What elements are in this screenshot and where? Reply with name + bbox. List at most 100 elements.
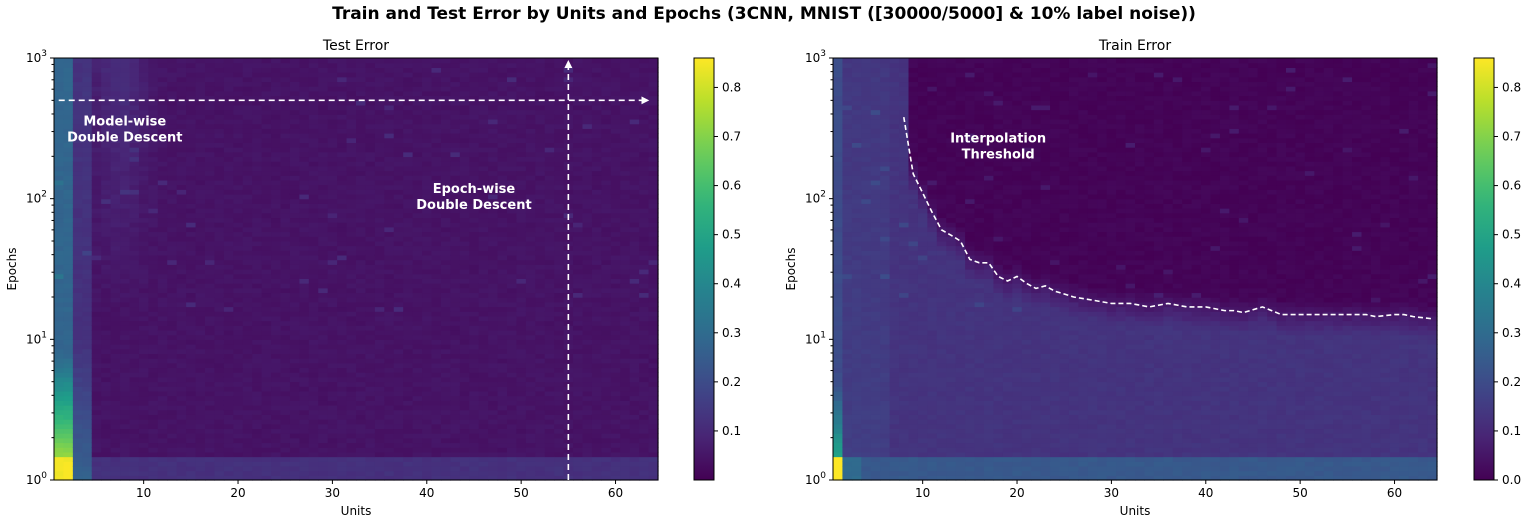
heatmap-cell — [205, 250, 216, 256]
heatmap-cell — [214, 90, 225, 97]
heatmap-cell — [82, 259, 93, 265]
heatmap-cell — [82, 419, 93, 425]
heatmap-cell — [440, 339, 451, 345]
heatmap-cell — [205, 376, 216, 383]
heatmap-cell — [346, 423, 357, 430]
heatmap-cell — [308, 142, 319, 148]
heatmap-cell — [167, 240, 178, 247]
heatmap-cell — [252, 278, 263, 284]
heatmap-cell — [356, 109, 367, 115]
heatmap-cell — [516, 203, 527, 209]
heatmap-cell — [242, 428, 253, 434]
heatmap-cell — [223, 301, 234, 308]
heatmap-cell — [138, 137, 149, 143]
heatmap-cell — [110, 165, 121, 172]
heatmap-cell — [478, 90, 489, 97]
heatmap-cell — [289, 179, 300, 186]
heatmap-cell — [516, 315, 527, 322]
heatmap-cell — [563, 100, 574, 106]
heatmap-cell — [488, 189, 499, 195]
heatmap-cell — [223, 156, 234, 162]
heatmap-cell — [186, 259, 197, 265]
heatmap-cell — [110, 62, 121, 68]
heatmap-cell — [525, 297, 536, 303]
heatmap-cell — [422, 358, 433, 364]
heatmap-cell — [554, 240, 565, 247]
heatmap-cell — [403, 259, 414, 265]
heatmap-cell — [261, 109, 272, 115]
heatmap-cell — [176, 254, 187, 261]
heatmap-cell — [148, 400, 159, 406]
heatmap-cell — [242, 147, 253, 153]
heatmap-cell — [346, 184, 357, 190]
heatmap-cell — [110, 329, 121, 336]
heatmap-cell — [393, 381, 404, 387]
heatmap-cell — [195, 193, 206, 200]
heatmap-cell — [554, 390, 565, 397]
heatmap-cell — [507, 409, 518, 415]
heatmap-cell — [233, 456, 244, 462]
heatmap-cell — [422, 339, 433, 345]
heatmap-cell — [205, 236, 216, 242]
heatmap-cell — [271, 315, 282, 322]
heatmap-cell — [299, 212, 310, 219]
heatmap-cell — [176, 461, 187, 467]
heatmap-cell — [299, 189, 310, 195]
heatmap-cell — [327, 381, 338, 387]
heatmap-cell — [289, 81, 300, 87]
heatmap-cell — [327, 348, 338, 354]
heatmap-cell — [101, 376, 112, 383]
heatmap-cell — [440, 381, 451, 387]
heatmap-cell — [384, 329, 395, 336]
heatmap-cell — [280, 334, 291, 340]
heatmap-cell — [488, 456, 499, 462]
heatmap-cell — [205, 358, 216, 364]
heatmap-cell — [176, 250, 187, 256]
heatmap-cell — [412, 156, 423, 162]
heatmap-cell — [63, 320, 74, 326]
heatmap-cell — [280, 58, 291, 64]
heatmap-cell — [205, 156, 216, 162]
heatmap-cell — [356, 90, 367, 97]
heatmap-cell — [525, 236, 536, 242]
heatmap-cell — [412, 358, 423, 364]
heatmap-cell — [289, 165, 300, 172]
heatmap-cell — [91, 395, 102, 401]
heatmap-cell — [563, 437, 574, 444]
heatmap-cell — [318, 118, 329, 125]
heatmap-cell — [365, 67, 376, 73]
heatmap-cell — [223, 62, 234, 68]
heatmap-cell — [440, 123, 451, 129]
heatmap-cell — [271, 306, 282, 312]
heatmap-cell — [544, 100, 555, 106]
heatmap-cell — [289, 390, 300, 397]
heatmap-cell — [412, 451, 423, 458]
heatmap-cell — [299, 315, 310, 322]
heatmap-cell — [469, 301, 480, 308]
heatmap-cell — [356, 203, 367, 209]
heatmap-cell — [176, 311, 187, 317]
heatmap-cell — [129, 133, 140, 139]
heatmap-cell — [497, 165, 508, 172]
heatmap-cell — [167, 447, 178, 453]
heatmap-cell — [469, 198, 480, 204]
heatmap-cell — [261, 226, 272, 233]
heatmap-cell — [195, 465, 206, 472]
heatmap-cell — [459, 170, 470, 176]
heatmap-cell — [271, 475, 282, 481]
heatmap-cell — [440, 311, 451, 317]
heatmap-cell — [280, 179, 291, 186]
heatmap-cell — [346, 400, 357, 406]
heatmap-cell — [72, 419, 83, 425]
heatmap-cell — [374, 456, 385, 462]
heatmap-cell — [393, 329, 404, 336]
heatmap-cell — [525, 419, 536, 425]
heatmap-cell — [91, 320, 102, 326]
heatmap-cell — [186, 67, 197, 73]
heatmap-cell — [469, 376, 480, 383]
heatmap-cell — [176, 428, 187, 434]
heatmap-cell — [214, 325, 225, 331]
heatmap-cell — [205, 348, 216, 354]
heatmap-cell — [157, 86, 168, 92]
heatmap-cell — [554, 456, 565, 462]
